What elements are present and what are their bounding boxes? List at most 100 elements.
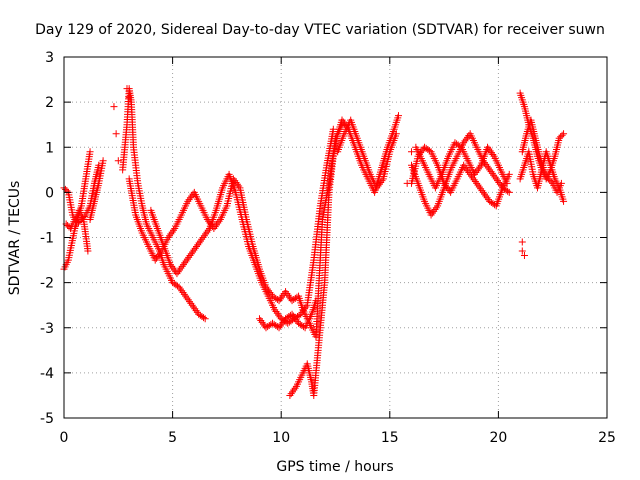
data-point — [378, 177, 386, 185]
data-point — [467, 172, 475, 180]
data-point — [301, 305, 309, 313]
data-point — [84, 247, 92, 255]
data-point — [61, 185, 69, 193]
data-point — [476, 163, 484, 171]
data-point — [123, 85, 131, 93]
data-point — [176, 266, 184, 274]
y-tick-label: -2 — [40, 276, 54, 292]
x-tick-label: 25 — [598, 430, 616, 446]
data-point — [155, 251, 163, 259]
data-point — [233, 180, 241, 188]
data-point — [477, 185, 485, 193]
data-point — [427, 211, 435, 219]
data-point — [173, 282, 181, 290]
data-point — [288, 388, 296, 396]
data-point — [188, 192, 196, 200]
data-point — [403, 179, 411, 187]
data-point — [177, 264, 185, 272]
data-point — [257, 317, 265, 325]
data-point — [286, 391, 294, 399]
data-point — [487, 149, 495, 157]
data-point — [287, 390, 295, 398]
data-point — [185, 196, 193, 204]
x-tick-label: 10 — [272, 430, 290, 446]
data-point — [259, 320, 267, 328]
data-point — [183, 255, 191, 263]
data-point — [544, 175, 552, 183]
data-point — [178, 287, 186, 295]
data-point — [288, 310, 296, 318]
data-point — [181, 259, 189, 267]
data-point — [496, 180, 504, 188]
data-point — [180, 290, 188, 298]
data-point — [186, 298, 194, 306]
data-point — [560, 130, 568, 138]
data-point — [518, 238, 526, 246]
grid-lines — [64, 57, 607, 418]
data-point — [557, 179, 565, 187]
data-point — [484, 164, 492, 172]
data-point — [518, 247, 526, 255]
data-point — [278, 320, 286, 328]
data-point — [479, 188, 487, 196]
data-point — [312, 297, 320, 305]
data-point — [187, 250, 195, 258]
data-point — [430, 207, 438, 215]
axis-ticks — [63, 56, 608, 419]
data-point — [472, 169, 480, 177]
data-point — [286, 311, 294, 319]
data-point — [193, 308, 201, 316]
data-point — [486, 147, 494, 155]
data-point — [272, 308, 280, 316]
data-point — [275, 324, 283, 332]
data-point — [169, 264, 177, 272]
data-point — [374, 182, 382, 190]
y-tick-label: 1 — [45, 140, 54, 156]
data-point — [298, 308, 306, 316]
data-point — [292, 316, 300, 324]
data-point — [302, 303, 310, 311]
data-point — [285, 293, 293, 301]
data-point — [278, 293, 286, 301]
data-point — [474, 165, 482, 173]
data-point — [273, 323, 281, 331]
data-point — [490, 171, 498, 179]
data-point — [164, 234, 172, 241]
data-point — [179, 289, 187, 297]
data-point — [184, 296, 192, 304]
data-point — [462, 165, 470, 173]
data-point — [290, 386, 298, 394]
data-point — [183, 294, 191, 302]
data-point — [276, 313, 284, 321]
data-point — [275, 297, 283, 305]
data-point — [179, 261, 187, 269]
data-point — [473, 167, 481, 175]
data-point — [295, 311, 303, 319]
data-point — [112, 130, 120, 138]
data-point — [505, 170, 513, 178]
data-point — [178, 262, 186, 270]
data-point — [462, 135, 470, 143]
data-point — [558, 131, 566, 139]
y-tick-label: 2 — [45, 95, 54, 111]
data-point — [191, 244, 199, 252]
data-point — [273, 296, 281, 304]
y-tick-labels: -5 -4 -3 -2 -1 0 1 2 3 — [40, 50, 54, 427]
data-point — [492, 175, 500, 183]
data-point — [276, 322, 284, 330]
data-point — [338, 116, 346, 124]
data-point — [189, 248, 197, 256]
data-point — [166, 232, 174, 240]
data-point — [212, 221, 220, 229]
data-point — [291, 384, 299, 392]
data-point — [289, 312, 297, 320]
data-point — [175, 283, 183, 291]
data-point — [555, 134, 563, 142]
data-point — [275, 311, 283, 319]
data-point — [394, 112, 402, 120]
data-point — [408, 148, 416, 156]
x-tick-label: 15 — [381, 430, 399, 446]
data-point — [271, 306, 279, 314]
y-axis-label: SDTVAR / TECUs — [7, 181, 23, 296]
data-point — [505, 188, 513, 196]
